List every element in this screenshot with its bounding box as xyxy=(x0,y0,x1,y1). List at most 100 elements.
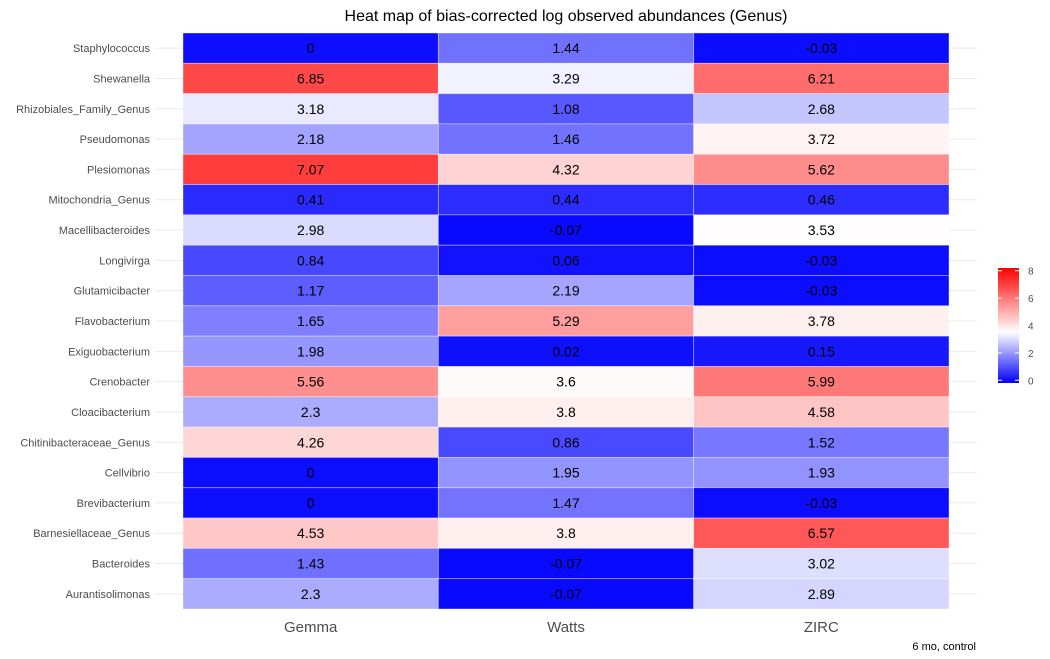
heatmap-cell xyxy=(693,335,950,367)
heatmap-cell xyxy=(693,244,950,276)
legend-tick-label: 2 xyxy=(1028,349,1034,360)
heatmap-cell xyxy=(182,184,439,216)
cell-value-label: 7.07 xyxy=(297,161,324,177)
legend-tick-label: 8 xyxy=(1028,267,1034,278)
heatmap-cell xyxy=(693,62,950,95)
row-tick-label: Barnesiellaceae_Genus xyxy=(33,528,150,540)
cell-value-label: 0.06 xyxy=(552,252,579,268)
cell-value-label: 1.44 xyxy=(552,40,579,56)
cell-value-label: 6.85 xyxy=(297,70,324,86)
row-tick-label: Rhizobiales_Family_Genus xyxy=(16,104,150,116)
cell-value-label: 1.17 xyxy=(297,283,324,299)
cell-value-label: 2.3 xyxy=(301,404,321,420)
row-tick-label: Shewanella xyxy=(93,73,151,85)
heatmap-cell xyxy=(182,578,439,610)
heatmap-cell xyxy=(437,547,695,580)
heatmap-cell xyxy=(693,426,950,458)
cell-value-label: 3.18 xyxy=(297,101,324,117)
cell-value-label: 3.8 xyxy=(556,404,576,420)
row-tick-label: Crenobacter xyxy=(89,377,150,389)
row-tick-label: Longivirga xyxy=(99,255,151,267)
legend-colorbar xyxy=(998,268,1019,383)
row-tick-label: Cellvibrio xyxy=(105,468,150,480)
cell-value-label: 3.78 xyxy=(808,313,835,329)
heatmap-cell xyxy=(693,487,950,519)
cell-value-label: 3.8 xyxy=(556,525,576,541)
cell-value-label: 0.84 xyxy=(297,252,324,268)
row-tick-label: Plesiomonas xyxy=(87,164,150,176)
cell-value-label: 1.52 xyxy=(808,434,835,450)
cell-value-label: -0.03 xyxy=(805,40,837,56)
chart-title: Heat map of bias-corrected log observed … xyxy=(345,8,788,25)
legend-tick-label: 6 xyxy=(1028,294,1034,305)
heatmap-cell xyxy=(437,517,695,549)
cell-value-label: 0.86 xyxy=(552,434,579,450)
heatmap-cell xyxy=(693,305,950,337)
cell-value-label: 4.32 xyxy=(552,161,579,177)
cell-value-label: 4.58 xyxy=(808,404,835,420)
cell-value-label: 1.46 xyxy=(552,131,579,147)
heatmap-cell xyxy=(182,244,439,276)
cell-value-label: 0.44 xyxy=(552,192,579,208)
heatmap-cell xyxy=(182,547,439,580)
heatmap-cell xyxy=(693,275,950,307)
cell-value-label: 3.53 xyxy=(808,222,835,238)
cell-value-label: 1.47 xyxy=(552,495,579,511)
cell-value-label: 2.3 xyxy=(301,586,321,602)
cell-value-label: 0.46 xyxy=(808,192,835,208)
row-tick-label: Chitinibacteraceae_Genus xyxy=(20,437,150,449)
heatmap-cell xyxy=(437,62,695,95)
row-tick-label: Mitochondria_Genus xyxy=(48,195,150,207)
column-tick-label: Gemma xyxy=(284,619,338,636)
heatmap-cell xyxy=(437,214,695,246)
heatmap-cell xyxy=(437,153,695,185)
row-tick-label: Brevibacterium xyxy=(77,498,150,510)
legend-tick-label: 4 xyxy=(1028,322,1034,333)
cell-value-label: 0.41 xyxy=(297,192,324,208)
cell-value-label: 2.89 xyxy=(808,586,835,602)
row-labels: Staphylococcus Shewanella Rhizobiales_Fami… xyxy=(16,43,151,601)
heatmap-cell xyxy=(437,335,695,367)
cell-value-label: 4.26 xyxy=(297,434,324,450)
heatmap-cell xyxy=(182,335,439,367)
legend-tick-label: 0 xyxy=(1028,376,1034,387)
cell-value-label: 2.18 xyxy=(297,131,324,147)
cell-value-label: 6.21 xyxy=(808,70,835,86)
heatmap-cell xyxy=(182,305,439,337)
heatmap-cell xyxy=(693,547,950,580)
cell-value-label: 2.98 xyxy=(297,222,324,238)
column-tick-label: ZIRC xyxy=(804,619,839,636)
heatmap-cell xyxy=(182,62,439,95)
heatmap-cell xyxy=(693,93,950,125)
cell-value-label: 5.99 xyxy=(808,374,835,390)
row-tick-label: Bacteroides xyxy=(92,559,151,571)
cell-value-label: 2.19 xyxy=(552,283,579,299)
cell-value-label: 3.6 xyxy=(556,374,576,390)
heatmap-cell xyxy=(182,275,439,307)
heatmap-cell xyxy=(693,123,950,155)
cell-value-label: 0.02 xyxy=(552,343,579,359)
cell-value-label: -0.03 xyxy=(805,283,837,299)
cell-value-label: -0.03 xyxy=(805,495,837,511)
row-tick-label: Flavobacterium xyxy=(75,316,150,328)
cell-value-label: -0.03 xyxy=(805,252,837,268)
column-labels: Gemma Watts ZIRC xyxy=(284,619,839,636)
cell-value-label: -0.07 xyxy=(550,586,582,602)
heatmap-cells: 0 1.44 -0.03 6.85 3.29 6.21 3.18 1.08 2.68 2.18 1.… xyxy=(182,32,950,610)
cell-value-label: 0 xyxy=(307,465,315,481)
heatmap-cell xyxy=(182,214,439,246)
cell-value-label: -0.07 xyxy=(550,556,582,572)
chart-caption: 6 mo, control xyxy=(912,641,976,653)
cell-value-label: 0 xyxy=(307,40,315,56)
cell-value-label: 1.43 xyxy=(297,556,324,572)
heatmap-cell xyxy=(693,517,950,549)
heatmap-cell xyxy=(437,244,695,276)
heatmap-cell xyxy=(437,578,695,610)
heatmap-cell xyxy=(437,93,695,125)
cell-value-label: 3.02 xyxy=(808,556,835,572)
cell-value-label: 3.72 xyxy=(808,131,835,147)
row-tick-label: Pseudomonas xyxy=(80,134,151,146)
heatmap-cell xyxy=(437,366,695,398)
cell-value-label: 3.29 xyxy=(552,70,579,86)
